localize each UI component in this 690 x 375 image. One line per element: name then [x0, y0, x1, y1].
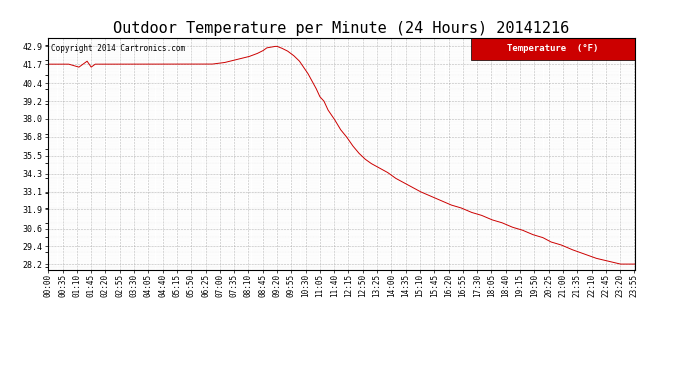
FancyBboxPatch shape: [471, 38, 635, 60]
Text: Temperature  (°F): Temperature (°F): [507, 44, 598, 53]
Text: Copyright 2014 Cartronics.com: Copyright 2014 Cartronics.com: [51, 45, 186, 54]
Title: Outdoor Temperature per Minute (24 Hours) 20141216: Outdoor Temperature per Minute (24 Hours…: [113, 21, 570, 36]
